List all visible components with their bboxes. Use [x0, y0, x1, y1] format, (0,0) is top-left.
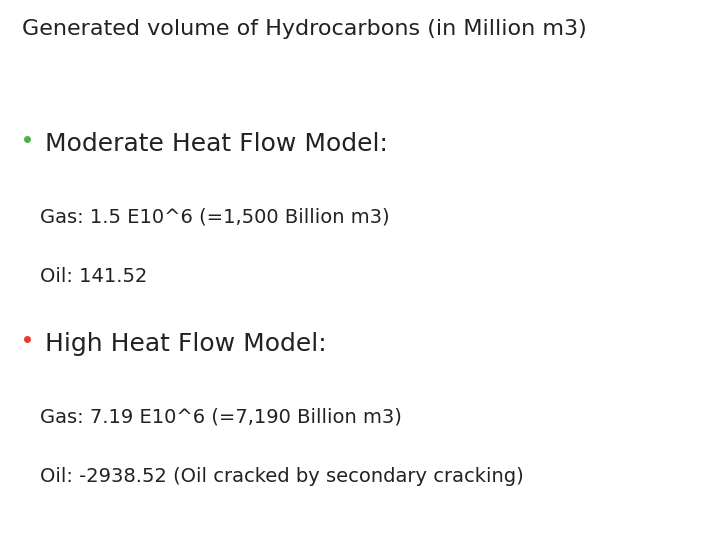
- Text: High Heat Flow Model:: High Heat Flow Model:: [45, 332, 327, 356]
- Text: Gas: 1.5 E10^6 (=1,500 Billion m3): Gas: 1.5 E10^6 (=1,500 Billion m3): [40, 208, 390, 227]
- Text: Oil: -2938.52 (Oil cracked by secondary cracking): Oil: -2938.52 (Oil cracked by secondary …: [40, 467, 523, 486]
- Text: Gas: 7.19 E10^6 (=7,190 Billion m3): Gas: 7.19 E10^6 (=7,190 Billion m3): [40, 408, 402, 427]
- Text: Moderate Heat Flow Model:: Moderate Heat Flow Model:: [45, 132, 388, 156]
- Text: Generated volume of Hydrocarbons (in Million m3): Generated volume of Hydrocarbons (in Mil…: [22, 19, 586, 39]
- Text: Oil: 141.52: Oil: 141.52: [40, 267, 147, 286]
